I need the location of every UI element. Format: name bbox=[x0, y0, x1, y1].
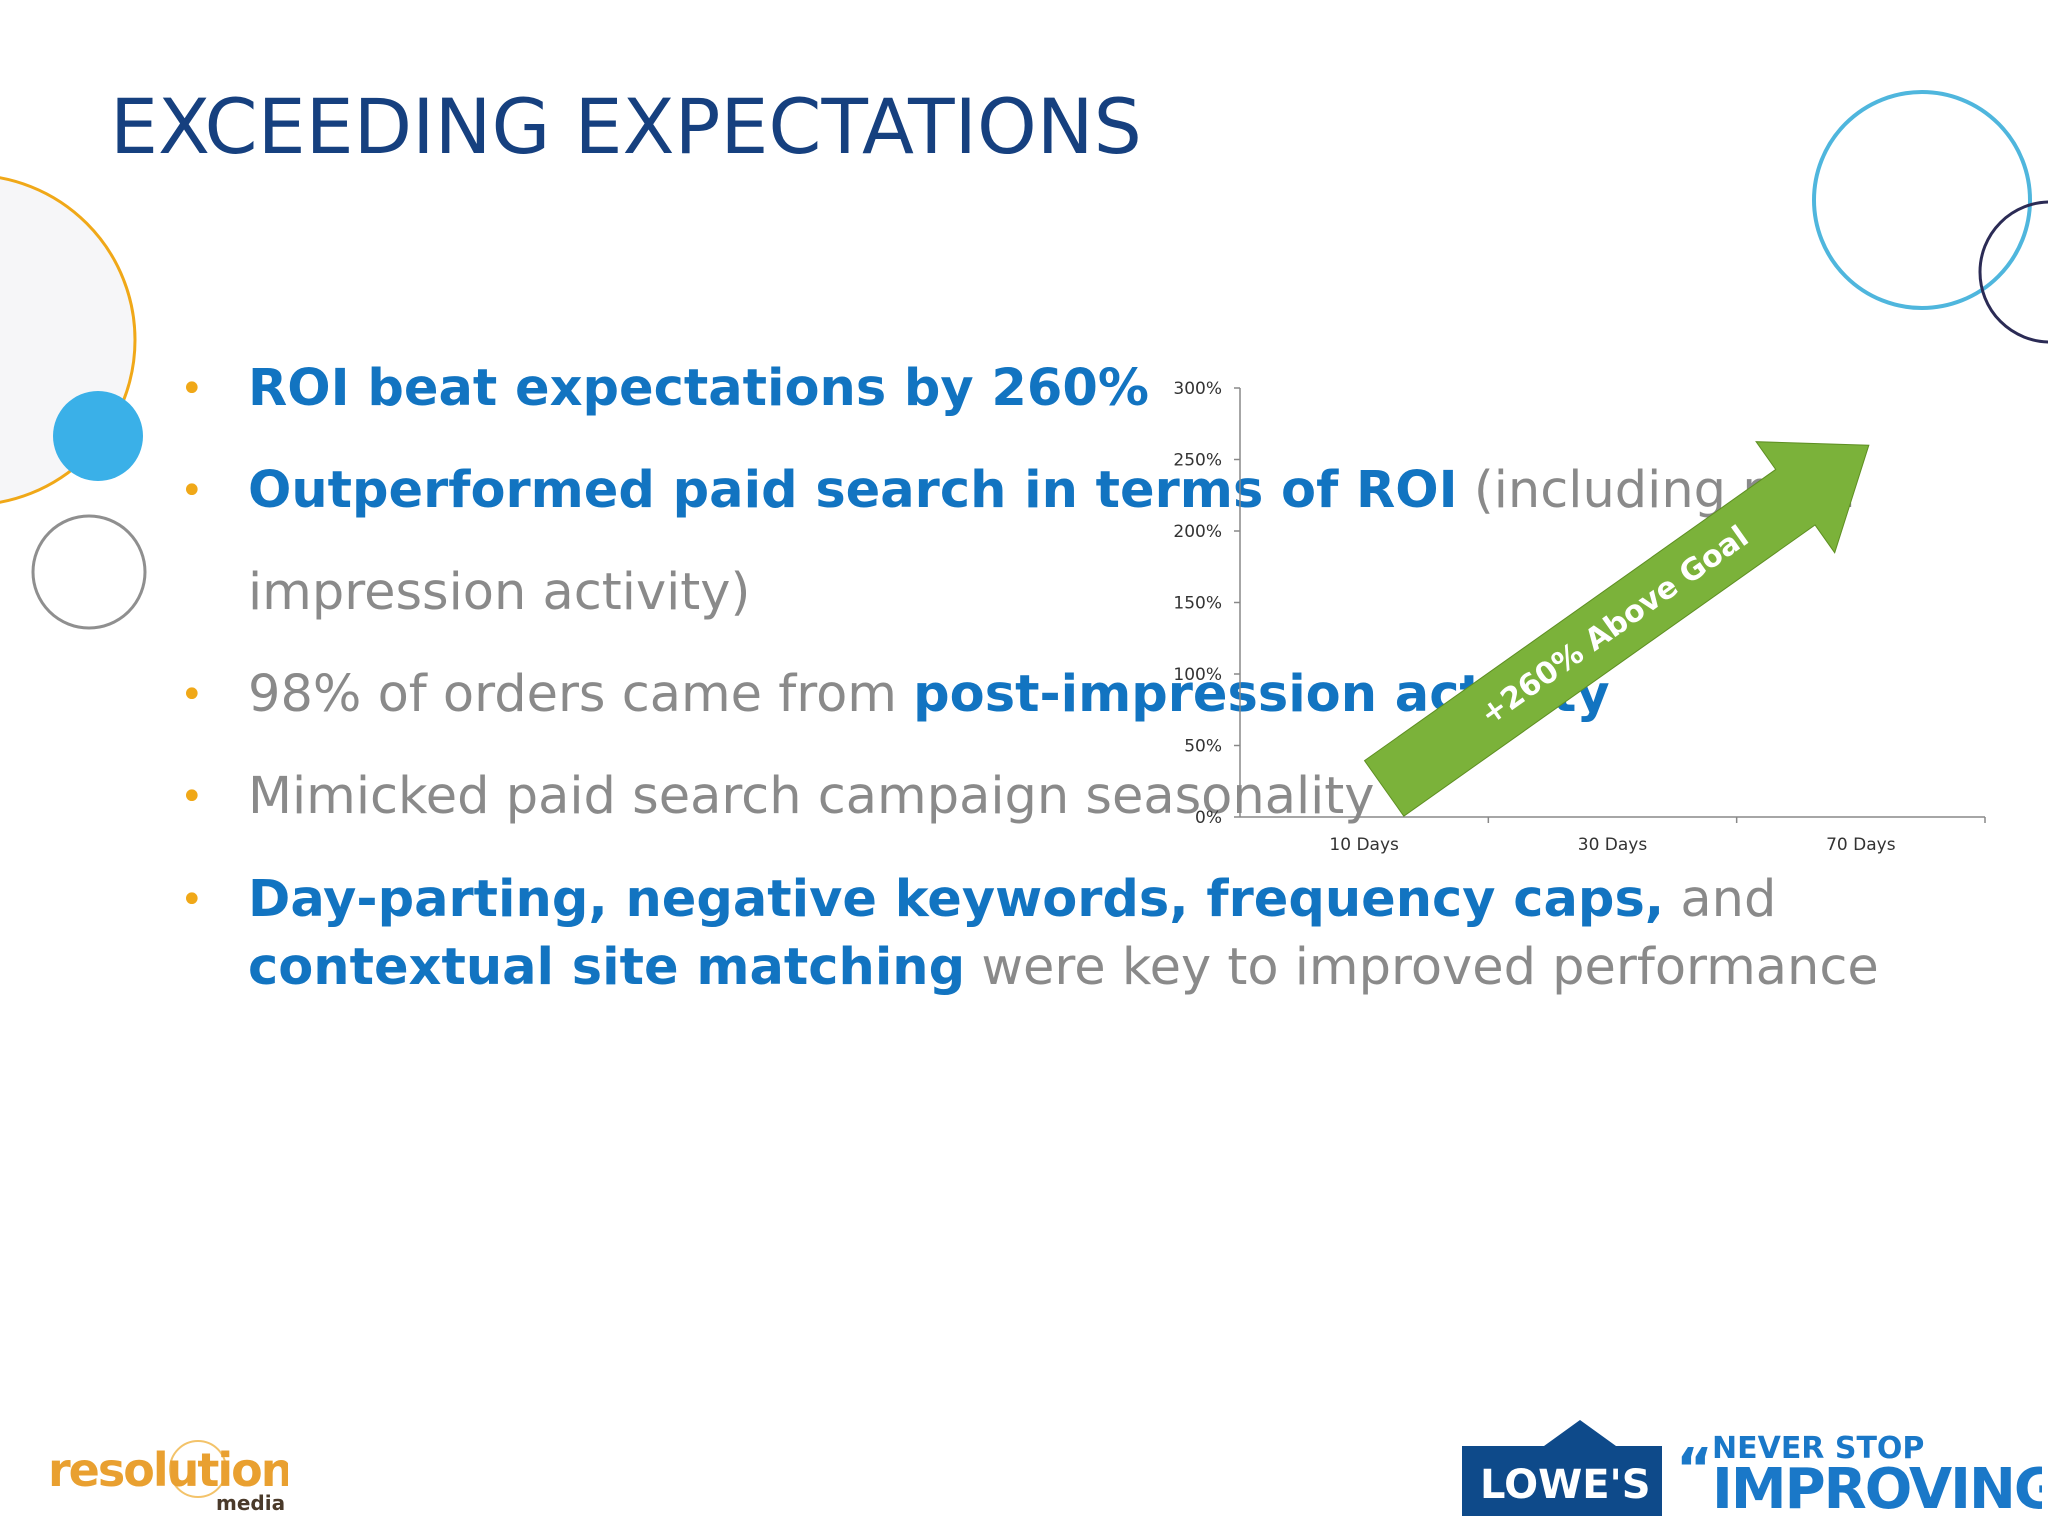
light-blue-ring-circle bbox=[1812, 90, 2032, 310]
tagline-line1: NEVER STOP bbox=[1712, 1431, 1924, 1466]
x-tick-label: 10 Days bbox=[1329, 835, 1399, 855]
x-tick-label: 70 Days bbox=[1826, 835, 1896, 855]
y-tick-label: 150% bbox=[1173, 594, 1222, 614]
bullet-text-bold: Outperformed paid search in terms of ROI bbox=[248, 461, 1458, 520]
tagline-quote: “ bbox=[1676, 1437, 1713, 1502]
lowes-house-shape bbox=[1462, 1420, 1662, 1516]
y-tick-label: 50% bbox=[1184, 737, 1222, 757]
lowes-name-text: LOWE'S bbox=[1480, 1462, 1651, 1508]
y-tick-label: 0% bbox=[1195, 808, 1222, 828]
arrow-shape bbox=[1363, 441, 1870, 817]
resolution-media-logo: resolution media bbox=[48, 1436, 294, 1520]
y-tick-label: 300% bbox=[1173, 379, 1222, 399]
bullet-item: • Outperformed paid search in terms of RO… bbox=[180, 440, 2010, 644]
logo-resolution-text: resolution bbox=[48, 1443, 288, 1497]
lowes-logo: LOWE'S “ NEVER STOP IMPROVING bbox=[1462, 1418, 2048, 1522]
blue-filled-circle bbox=[53, 391, 143, 481]
bullet-list: • ROI beat expectations by 260% • Outperfor… bbox=[180, 338, 2010, 1002]
page-title: EXCEEDING EXPECTATIONS bbox=[110, 82, 1142, 171]
logo-swoosh-ring bbox=[169, 1440, 227, 1498]
bullet-text: 98% of orders came from bbox=[248, 665, 914, 724]
y-tick-label: 100% bbox=[1173, 665, 1222, 685]
bullet-text-bold: contextual site matching bbox=[248, 938, 966, 997]
bullet-dot: • bbox=[180, 877, 204, 923]
bullet-text: Mimicked paid search campaign seasonalit… bbox=[248, 767, 1375, 826]
roi-chart: 0% 50% 100% 150% 200% 250% 300% 10 Days 30 Days 7… bbox=[1173, 379, 1986, 855]
gray-ring-circle bbox=[31, 514, 147, 630]
bullet-item: • Mimicked paid search campaign seasonali… bbox=[180, 746, 2010, 848]
bullet-text-bold: ROI beat expectations by 260% bbox=[248, 359, 1149, 418]
dark-ring-circle bbox=[1978, 200, 2048, 344]
goal-arrow: +260% Above Goal bbox=[1363, 441, 1870, 817]
y-tick-label: 200% bbox=[1173, 522, 1222, 542]
bullet-item: • Day-parting, negative keywords, frequen… bbox=[180, 866, 2010, 1002]
bullet-text: and bbox=[1664, 870, 1777, 929]
bullet-dot: • bbox=[180, 468, 204, 514]
arrow-annotation: +260% Above Goal bbox=[1474, 519, 1755, 732]
tagline-line2: IMPROVING bbox=[1712, 1457, 2042, 1518]
bullet-dot: • bbox=[180, 672, 204, 718]
x-tick-label: 30 Days bbox=[1578, 835, 1648, 855]
bullet-dot: • bbox=[180, 774, 204, 820]
bullet-text: were key to improved performance bbox=[965, 938, 1879, 997]
bullet-dot: • bbox=[180, 366, 204, 412]
logo-media-text: media bbox=[216, 1491, 285, 1515]
bullet-text-bold: Day-parting, negative keywords, frequenc… bbox=[248, 870, 1665, 929]
bullet-item: • ROI beat expectations by 260% bbox=[180, 338, 2010, 440]
y-tick-label: 250% bbox=[1173, 451, 1222, 471]
